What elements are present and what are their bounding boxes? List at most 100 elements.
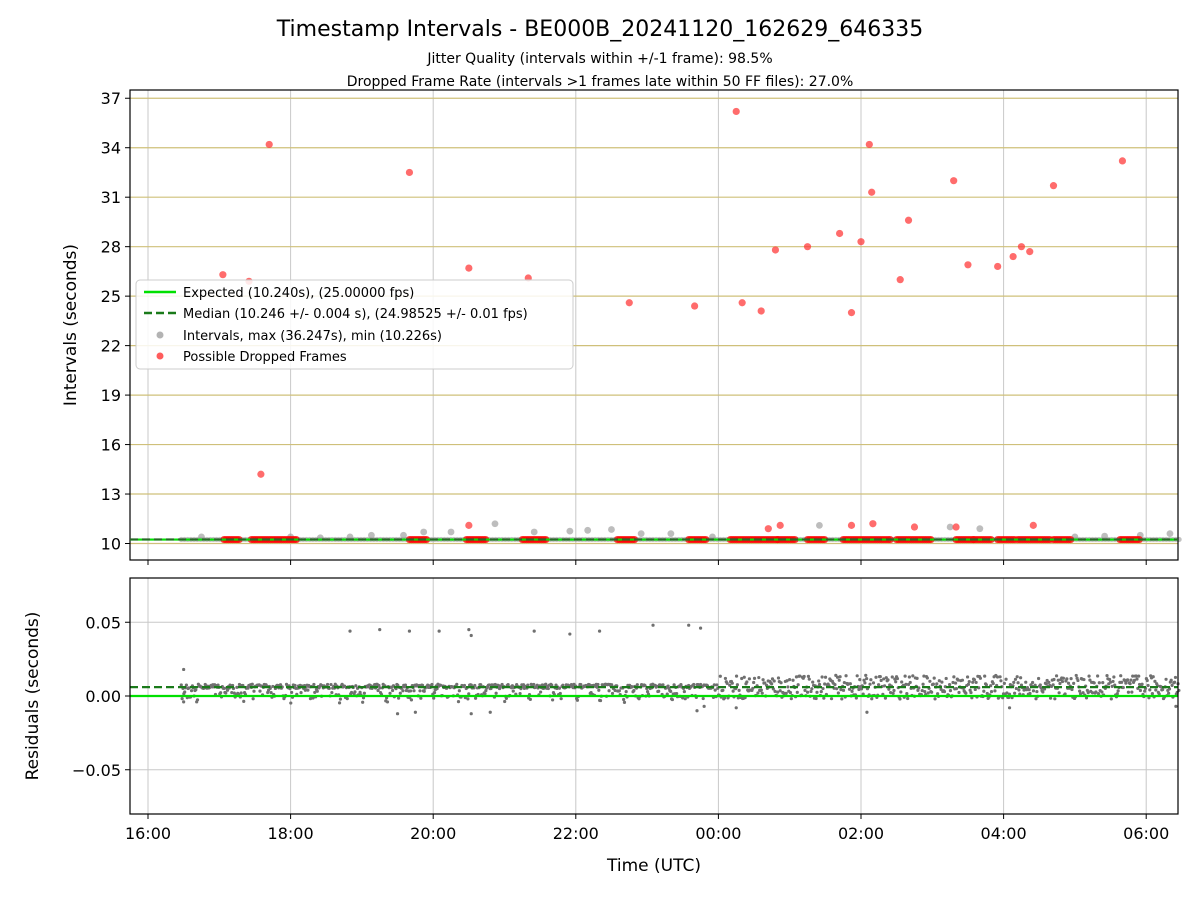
residual-point xyxy=(882,677,886,681)
residual-point xyxy=(1034,697,1038,701)
interval-point xyxy=(1101,532,1109,540)
residual-point xyxy=(418,689,422,693)
residual-point xyxy=(225,688,230,692)
dropped-frame-point xyxy=(865,140,873,149)
residual-point xyxy=(235,685,239,689)
residual-point xyxy=(1092,681,1096,685)
residual-point xyxy=(271,684,275,689)
residual-point xyxy=(532,682,536,687)
top-y-tick-label: 16 xyxy=(101,436,121,455)
residual-point xyxy=(865,710,869,714)
top-x-ticks xyxy=(147,560,1147,565)
residual-point xyxy=(1017,688,1021,692)
residual-point xyxy=(1170,683,1174,687)
residual-point xyxy=(928,679,932,683)
residual-point xyxy=(596,682,600,687)
residual-point xyxy=(1105,674,1109,678)
residual-point xyxy=(330,690,334,695)
residual-point xyxy=(1154,688,1158,692)
residual-point xyxy=(1013,677,1018,681)
dropped-frame-point xyxy=(732,107,740,116)
residual-point xyxy=(840,697,844,701)
residual-point xyxy=(1048,696,1053,700)
interval-point xyxy=(1166,530,1174,538)
residual-point xyxy=(835,687,839,691)
residual-point xyxy=(518,691,522,696)
residual-point xyxy=(891,691,895,695)
residual-point xyxy=(1116,689,1120,693)
residual-point xyxy=(1164,677,1168,681)
top-y-axis-label: Intervals (seconds) xyxy=(61,244,81,406)
residual-point xyxy=(651,623,655,627)
dropped-frame-point xyxy=(219,271,227,279)
residual-point xyxy=(665,692,669,696)
interval-point xyxy=(637,530,645,538)
residual-point xyxy=(862,678,866,682)
top-plot-frame xyxy=(129,89,1179,561)
interval-point xyxy=(400,531,407,539)
residual-point xyxy=(672,683,676,687)
residual-point xyxy=(1090,691,1095,695)
residual-point xyxy=(923,689,927,694)
residual-point xyxy=(299,691,303,695)
bottom-y-tick-label: −0.05 xyxy=(72,761,121,780)
dropped-frame-point xyxy=(405,168,414,177)
residual-point xyxy=(483,692,487,696)
residual-point xyxy=(345,697,349,701)
residual-point xyxy=(1134,674,1138,678)
residual-point xyxy=(1087,674,1091,678)
dropped-frame-point xyxy=(757,307,765,315)
dropped-frame-point xyxy=(964,261,972,269)
residual-point xyxy=(948,683,952,687)
residual-point xyxy=(876,683,881,687)
residual-point xyxy=(892,688,896,693)
residual-point xyxy=(760,691,764,695)
residual-point xyxy=(432,696,436,700)
residual-point xyxy=(932,676,936,680)
residual-point xyxy=(835,675,840,679)
residual-point xyxy=(462,683,467,688)
dropped-frame-point xyxy=(257,470,265,478)
residual-point xyxy=(899,690,903,694)
legend-expected-label: Expected (10.240s), (25.00000 fps) xyxy=(183,286,414,301)
residual-point xyxy=(526,683,530,687)
residual-point xyxy=(669,689,673,693)
residual-point xyxy=(713,688,717,692)
residual-point xyxy=(354,684,358,688)
residual-point xyxy=(948,689,953,693)
dropped-frame-point xyxy=(857,238,865,246)
residual-point xyxy=(412,689,416,693)
residual-point xyxy=(1140,682,1144,686)
residual-point xyxy=(610,691,615,696)
residual-point xyxy=(931,682,935,686)
residual-point xyxy=(779,681,783,685)
residual-point xyxy=(546,686,550,691)
x-tick-label: 16:00 xyxy=(125,824,171,843)
residual-point xyxy=(887,687,891,691)
residual-point xyxy=(561,683,565,687)
residual-point xyxy=(1041,690,1045,694)
residual-point xyxy=(1044,682,1048,686)
residual-point xyxy=(870,697,874,701)
residual-point xyxy=(632,688,636,693)
residual-point xyxy=(993,689,997,693)
residual-point xyxy=(786,685,790,689)
residual-point xyxy=(806,674,811,678)
residual-point xyxy=(805,690,810,694)
residual-point xyxy=(1096,674,1100,678)
dropped-frame-point xyxy=(265,140,273,149)
residual-point xyxy=(925,676,929,680)
residual-point xyxy=(770,682,774,686)
top-y-tick-label: 19 xyxy=(101,386,121,405)
residual-point xyxy=(419,696,423,700)
residual-point xyxy=(1169,678,1173,682)
residual-point xyxy=(587,683,591,687)
residual-point xyxy=(1124,681,1128,685)
residual-point xyxy=(721,688,725,692)
residual-point xyxy=(1013,691,1017,695)
residual-point xyxy=(917,686,921,690)
residual-point xyxy=(890,675,894,679)
x-axis-label: Time (UTC) xyxy=(606,856,701,876)
residual-point xyxy=(823,675,828,679)
residual-point xyxy=(895,676,900,681)
